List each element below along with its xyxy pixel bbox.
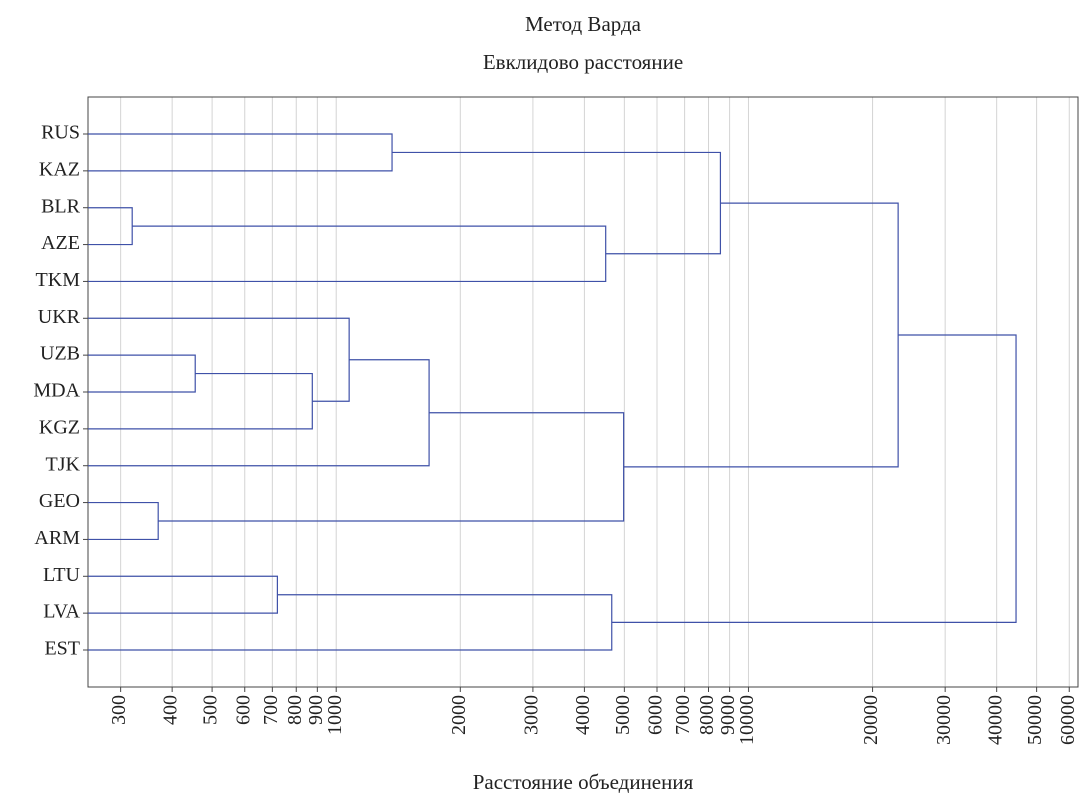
x-tick-label: 4000: [572, 695, 594, 735]
merge-link: [88, 354, 196, 393]
plot-frame: [87, 96, 1079, 688]
merge-link: [88, 317, 350, 402]
leaf-label: TJK: [46, 453, 81, 475]
x-tick-label: 60000: [1057, 695, 1079, 745]
x-tick-label: 9000: [717, 695, 739, 735]
x-tick-label: 500: [200, 695, 222, 725]
chart-title: Метод Варда: [525, 12, 642, 36]
leaf-label: AZE: [41, 232, 80, 254]
leaf-label: BLR: [41, 195, 81, 217]
merge-link: [88, 575, 278, 614]
leaf-label: LVA: [43, 601, 80, 623]
leaf-label: RUS: [41, 122, 80, 144]
x-tick-label: 5000: [612, 695, 634, 735]
merge-link: [611, 334, 1017, 623]
x-tick-label: 8000: [696, 695, 718, 735]
x-tick-label: 700: [260, 695, 282, 725]
leaf-label: KGZ: [39, 416, 80, 438]
x-tick-label: 20000: [860, 695, 882, 745]
merge-link: [88, 359, 430, 467]
x-tick-label: 400: [160, 695, 182, 725]
x-tick-label: 30000: [933, 695, 955, 745]
merge-link: [88, 594, 613, 651]
x-tick-label: 50000: [1024, 695, 1046, 745]
chart-subtitle: Евклидово расстояние: [483, 50, 683, 74]
merge-link: [88, 372, 313, 430]
x-tick-label: 7000: [672, 695, 694, 735]
x-axis-label: Расстояние объединения: [473, 770, 694, 794]
leaf-label: TKM: [36, 269, 81, 291]
leaf-label: UZB: [40, 343, 80, 365]
x-tick-label: 10000: [736, 695, 758, 745]
merge-link: [158, 412, 625, 522]
x-tick-label: 800: [284, 695, 306, 725]
x-tick-label: 6000: [645, 695, 667, 735]
leaf-label: LTU: [43, 564, 81, 586]
x-tick-label: 40000: [984, 695, 1006, 745]
leaf-label: EST: [44, 638, 80, 660]
leaf-label: KAZ: [39, 158, 80, 180]
merge-link: [88, 133, 393, 172]
merge-link: [392, 151, 722, 255]
leaf-label: ARM: [34, 527, 80, 549]
merge-link: [88, 207, 133, 246]
leaf-label: MDA: [33, 380, 80, 402]
merge-link: [623, 202, 899, 468]
merge-link: [88, 225, 607, 283]
x-tick-label: 600: [232, 695, 254, 725]
x-tick-label: 1000: [324, 695, 346, 735]
x-tick-label: 900: [305, 695, 327, 725]
x-tick-label: 3000: [520, 695, 542, 735]
leaf-label: UKR: [38, 306, 81, 328]
x-tick-label: 2000: [448, 695, 470, 735]
merge-link: [88, 501, 159, 541]
leaf-label: GEO: [39, 490, 80, 512]
x-tick-label: 300: [108, 695, 130, 725]
